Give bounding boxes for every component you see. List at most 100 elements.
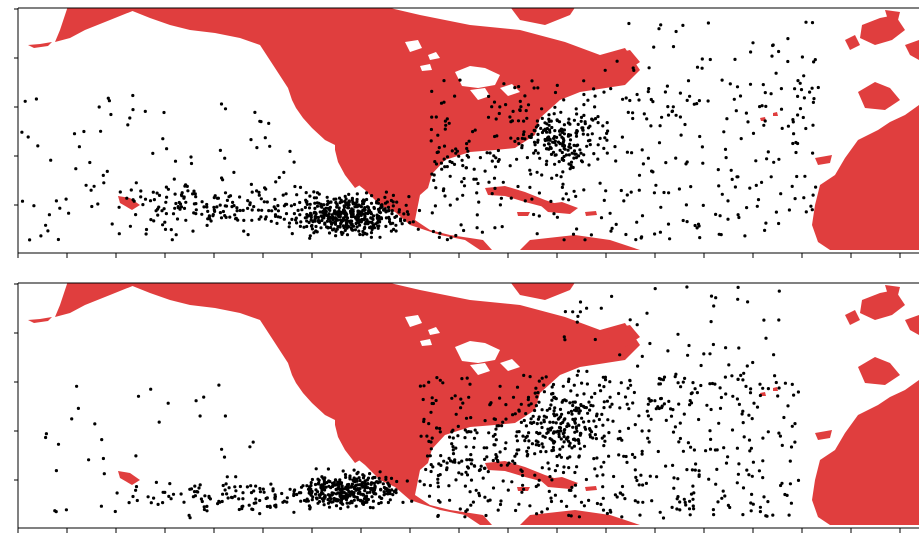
track-point <box>344 197 348 201</box>
track-point <box>194 208 198 212</box>
track-point <box>288 487 292 491</box>
track-point <box>381 482 385 486</box>
track-point <box>443 119 447 123</box>
track-point <box>246 199 250 203</box>
track-point <box>355 479 359 483</box>
track-point <box>751 41 755 45</box>
track-point <box>315 497 319 501</box>
track-point <box>377 501 381 506</box>
track-point <box>382 493 386 497</box>
track-point <box>336 210 340 214</box>
track-point <box>166 187 170 191</box>
track-point <box>536 483 540 487</box>
track-point <box>330 500 334 504</box>
track-point <box>776 394 780 398</box>
track-point <box>810 208 814 212</box>
track-point <box>565 424 569 429</box>
track-point <box>100 438 104 442</box>
track-point <box>457 154 461 158</box>
track-point <box>748 82 753 86</box>
track-point <box>277 175 281 180</box>
track-point <box>395 200 399 204</box>
track-point <box>327 201 331 205</box>
track-point <box>448 174 452 178</box>
track-point <box>164 200 168 204</box>
track-point <box>618 429 622 433</box>
track-point <box>364 494 369 498</box>
track-point <box>634 475 638 479</box>
track-point <box>493 165 498 169</box>
track-point <box>331 491 336 495</box>
track-point <box>322 487 326 491</box>
track-point <box>182 206 187 210</box>
track-point <box>671 408 675 412</box>
track-point <box>192 189 196 193</box>
track-point <box>465 465 470 469</box>
track-point <box>562 238 566 242</box>
track-point <box>588 408 592 412</box>
track-point <box>527 431 531 435</box>
track-point <box>129 188 133 192</box>
track-point <box>637 414 641 418</box>
track-point <box>102 472 106 476</box>
track-point <box>361 502 366 506</box>
track-point <box>217 383 221 387</box>
track-point <box>571 232 576 236</box>
track-point <box>591 118 595 122</box>
track-point <box>527 439 531 443</box>
track-point <box>728 82 732 86</box>
track-point <box>811 100 816 104</box>
track-point <box>438 378 442 382</box>
track-point <box>567 153 571 157</box>
track-point <box>510 480 514 484</box>
track-point <box>522 130 526 134</box>
track-point <box>257 217 261 221</box>
track-point <box>648 474 652 478</box>
track-point <box>779 483 783 488</box>
track-point <box>560 185 565 189</box>
track-point <box>326 493 331 497</box>
track-point <box>220 499 224 504</box>
track-point <box>179 492 183 496</box>
track-point <box>460 472 464 476</box>
track-point <box>778 434 783 438</box>
track-point <box>585 369 589 373</box>
track-point <box>598 136 602 140</box>
track-point <box>553 129 557 133</box>
track-point <box>793 422 797 426</box>
track-point <box>578 409 582 413</box>
track-point <box>536 391 540 395</box>
track-point <box>336 225 340 229</box>
track-point <box>234 217 238 221</box>
track-point <box>549 499 554 504</box>
track-point <box>783 492 787 497</box>
track-point <box>572 189 576 193</box>
track-point <box>567 466 571 470</box>
track-point <box>595 501 600 506</box>
track-point <box>808 90 812 94</box>
track-point <box>363 489 367 493</box>
track-point <box>620 135 625 139</box>
track-point <box>440 167 444 171</box>
track-point <box>56 442 61 446</box>
track-point <box>494 117 498 121</box>
track-point <box>284 212 289 216</box>
track-point <box>474 177 478 181</box>
track-point <box>554 143 558 147</box>
track-point <box>205 509 209 513</box>
track-point <box>347 192 351 196</box>
track-point <box>790 184 794 188</box>
track-point <box>342 205 347 209</box>
track-point <box>464 166 468 170</box>
track-point <box>743 234 747 238</box>
track-point <box>487 431 491 435</box>
track-point <box>393 215 397 219</box>
track-point <box>358 478 362 483</box>
track-point <box>363 484 367 488</box>
track-point <box>304 499 308 503</box>
track-point <box>535 119 540 123</box>
track-point <box>473 428 477 432</box>
track-point <box>721 489 725 493</box>
track-point <box>174 201 178 206</box>
track-point <box>338 201 342 205</box>
